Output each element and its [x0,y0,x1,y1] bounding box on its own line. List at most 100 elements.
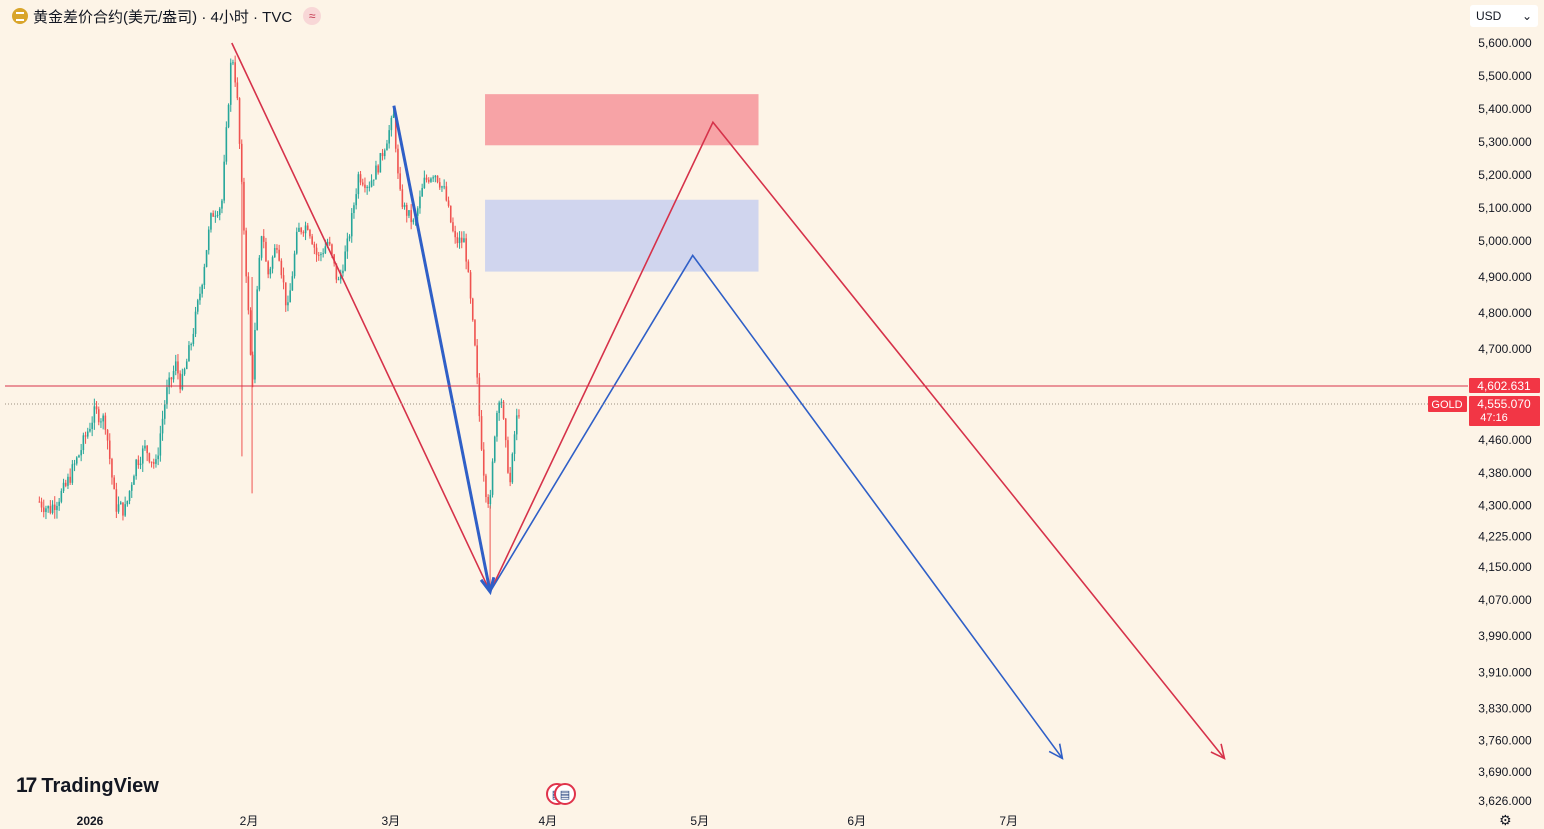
candle-body [71,464,74,483]
candle-body [157,455,159,460]
candle-body [518,415,520,417]
candle-body [408,210,410,216]
candle-body [350,213,353,237]
y-tick-label: 4,300.000 [1478,499,1532,513]
candle-body [60,490,63,502]
chevron-down-icon: ⌄ [1521,9,1532,23]
x-tick-label: 5月 [690,814,709,828]
logo-text: TradingView [41,774,159,797]
candle-body [152,462,155,464]
candle-body [465,238,467,262]
candle-body [247,276,250,311]
candle-body [293,253,296,277]
y-tick-label: 4,150.000 [1478,560,1532,574]
currency-selector[interactable]: USD ⌄ [1470,5,1538,27]
candle-body [201,284,203,294]
candle-body [368,186,371,188]
candle-body [337,279,340,281]
gear-icon[interactable]: ⚙ [1499,812,1512,828]
x-tick-label: 6月 [847,814,866,828]
approx-icon[interactable]: ≈ [303,7,322,25]
candle-body [300,227,302,233]
candle-body [331,244,333,255]
candle-body [381,153,384,157]
price-label-upper-text: 4,602.631 [1477,379,1531,393]
candle-body [328,241,331,245]
candle-body [64,482,67,486]
price-lines [5,385,1468,405]
candle-body [218,208,221,215]
candle-body [133,476,135,485]
candle-body [177,361,179,374]
x-axis[interactable]: 2026 2月 3月 4月 5月 6月 7月 [77,814,1018,828]
candle-body [467,261,470,273]
candle-body [306,225,309,230]
candle-body [427,179,430,182]
current-price-text: 4,555.070 [1477,397,1531,411]
y-axis[interactable]: 5,600.000 5,500.000 5,400.000 5,300.000 5,20… [1478,36,1532,808]
candle-body [509,472,511,483]
candle-body [295,231,298,254]
candle-body [458,237,461,244]
candle-body [412,219,415,223]
candle-body [366,186,368,188]
candle-body [284,282,287,306]
candle-body [416,208,419,216]
candle-body [452,222,454,231]
candle-body [401,189,404,207]
arrow-head-icon [1210,743,1226,760]
candle-body [375,165,377,180]
y-tick-label: 5,400.000 [1478,102,1532,116]
candle-body [269,268,272,275]
us-flag-event-icon-2[interactable]: ▤ [554,783,576,805]
candle-body [53,504,56,511]
candle-body [498,402,500,413]
candle-body [322,253,324,255]
candle-body [243,181,245,231]
y-tick-label: 4,700.000 [1478,342,1532,356]
candle-body [353,205,355,214]
candle-body [56,505,58,511]
candle-body [144,445,146,449]
candle-body [214,215,217,217]
symbol-header[interactable]: 黄金差价合约(美元/盎司) · 4小时 · TVC ≈ [12,5,322,27]
candle-body [489,494,492,505]
tradingview-logo[interactable]: 17 TradingView [16,774,159,798]
candle-body [192,333,195,344]
candle-body [487,497,489,505]
trend-drawings[interactable] [231,42,1226,760]
y-tick-label: 4,460.000 [1478,433,1532,447]
current-price-label [1469,396,1540,426]
candle-body [438,182,441,188]
candle-body [500,401,503,403]
candle-body [342,270,344,274]
candle-body [73,463,76,465]
x-tick-label: 7月 [999,814,1018,828]
y-tick-label: 3,990.000 [1478,629,1532,643]
candle-body [188,345,190,362]
candle-body [38,501,41,503]
candle-body [49,506,52,513]
candle-body [128,490,131,501]
candle-body [146,445,148,454]
candle-body [383,150,386,157]
candle-body [359,174,362,183]
candle-body [170,377,173,380]
y-tick-label: 5,000.000 [1478,234,1532,248]
candle-body [324,246,327,254]
candle-body [229,62,232,105]
currency-label: USD [1476,9,1502,23]
candle-body [139,463,142,466]
candle-body [474,320,476,346]
candle-body [302,232,305,234]
symbol-title[interactable]: 黄金差价合约(美元/盎司) · 4小时 · TVC [33,8,293,26]
candle-body [240,143,243,182]
candle-body [150,461,153,463]
candle-body [504,418,507,441]
candle-body [251,354,254,380]
candle-body [388,130,390,144]
candle-body [405,204,408,216]
candle-body [102,415,104,422]
